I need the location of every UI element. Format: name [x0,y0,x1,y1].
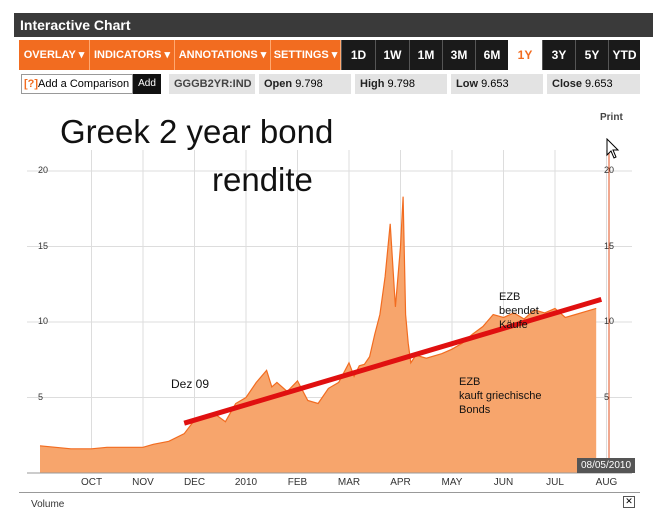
annotation-ezb-buy-line3: Bonds [459,404,491,416]
y-tick-label: 15 [38,240,49,251]
x-tick-label: DEC [183,477,206,488]
y-tick-label: 20 [604,165,615,175]
x-tick-label: 2010 [234,477,258,488]
range-ytd-button[interactable]: YTD [608,40,640,70]
open-cell: Open 9.798 [259,74,351,94]
annotation-ezb-buy-line2: kauft griechische [459,390,542,402]
settings-menu[interactable]: SETTINGS ▾ [271,40,341,70]
range-5y-button[interactable]: 5Y [575,40,608,70]
window-title: Interactive Chart [14,13,653,37]
high-label: High [360,78,385,90]
range-1w-button[interactable]: 1W [375,40,409,70]
range-6m-button[interactable]: 6M [475,40,508,70]
mouse-cursor-icon [606,138,620,159]
range-1d-button[interactable]: 1D [341,40,375,70]
high-value: 9.798 [387,78,416,90]
annotation-ezb-buy: EZB kauft griechische Bonds [459,375,542,417]
y-tick-label: 10 [604,316,615,326]
x-tick-label: MAY [441,477,463,488]
annotations-menu[interactable]: ANNOTATIONS ▾ [175,40,271,70]
x-tick-label: OCT [80,477,103,488]
y-tick-label: 20 [38,165,49,175]
range-1y-button[interactable]: 1Y [508,40,542,70]
annotation-ezb-end-line1: EZB [499,291,521,303]
x-tick-label: JUN [493,477,514,488]
high-cell: High 9.798 [355,74,447,94]
price-chart[interactable] [0,96,660,492]
x-tick-label: JUL [546,477,564,488]
x-tick-label: MAR [337,477,361,488]
open-label: Open [264,78,293,90]
trend-line [183,296,603,426]
add-button[interactable]: Add [133,74,161,94]
x-tick-label: NOV [132,477,154,488]
annotation-ezb-end-line2: beendet [499,305,539,317]
range-3y-button[interactable]: 3Y [542,40,575,70]
volume-panel: Volume ✕ [19,492,640,510]
annotation-ezb-end-line3: Käufe [499,319,528,331]
low-value: 9.653 [481,78,509,90]
close-cell: Close 9.653 [547,74,640,94]
chart-headline-line1: Greek 2 year bond [60,113,334,150]
x-tick-label: APR [390,477,411,488]
add-comparison-label: Add a Comparison [38,78,130,90]
chart-toolbar: OVERLAY ▾ INDICATORS ▾ ANNOTATIONS ▾ SET… [19,40,640,70]
ticker-symbol: GGGB2YR:IND [174,78,252,90]
y-tick-label: 15 [604,240,615,251]
overlay-menu[interactable]: OVERLAY ▾ [19,40,90,70]
annotation-dez: Dez 09 [171,377,210,391]
range-1m-button[interactable]: 1M [409,40,442,70]
low-cell: Low 9.653 [451,74,543,94]
print-link[interactable]: Print [600,112,623,123]
low-label: Low [456,78,478,90]
quote-bar: [?]Add a Comparison Add GGGB2YR:IND Open… [19,73,640,95]
close-label: Close [552,78,582,90]
price-area [40,196,597,473]
volume-label: Volume [31,499,65,510]
y-tick-label: 5 [604,391,610,402]
x-tick-label: FEB [287,477,308,488]
chart-headline-line2: rendite [212,161,313,198]
close-icon[interactable]: ✕ [623,496,635,508]
ticker-cell: GGGB2YR:IND [169,74,255,94]
close-value: 9.653 [585,78,613,90]
y-tick-label: 5 [38,391,44,402]
cursor-date-box: 08/05/2010 [577,458,635,473]
add-comparison-button[interactable]: [?]Add a Comparison [21,74,133,94]
price-line [39,196,597,450]
range-3m-button[interactable]: 3M [442,40,475,70]
open-value: 9.798 [295,78,323,90]
indicators-menu[interactable]: INDICATORS ▾ [90,40,175,70]
annotation-ezb-end: EZB beendet Käufe [499,290,539,332]
x-tick-label: AUG [595,477,618,488]
annotation-ezb-buy-line1: EZB [459,376,481,388]
help-icon[interactable]: [?] [24,78,39,90]
y-tick-label: 10 [38,316,49,326]
